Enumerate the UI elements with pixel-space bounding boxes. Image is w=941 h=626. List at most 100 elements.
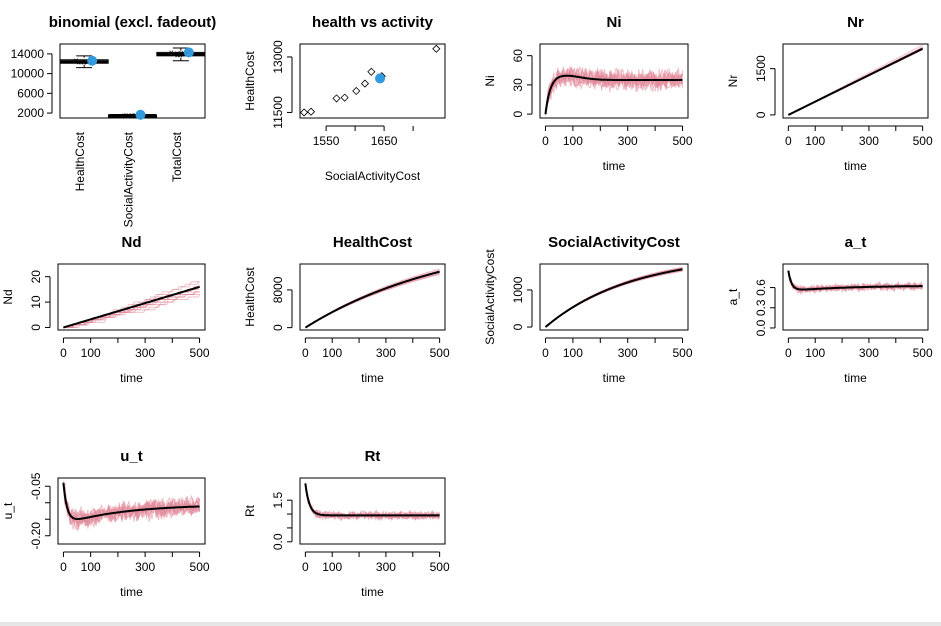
- y-axis: 0 1500: [754, 55, 776, 118]
- simulation-line: [545, 69, 683, 115]
- chart-title-p4: Nr: [847, 14, 864, 31]
- mean-line: [304, 483, 440, 517]
- y-tick-label: 30: [511, 78, 525, 92]
- chart-title-p6: HealthCost: [333, 234, 412, 251]
- mean-line: [787, 270, 923, 291]
- x-axis: 0 100 300 500: [785, 125, 933, 148]
- x-tick-label: 100: [81, 346, 101, 360]
- simulation-line: [545, 269, 683, 328]
- scatter-point: [360, 79, 370, 88]
- y-tick-label: 0: [29, 324, 43, 331]
- x-tick-label: 0: [785, 134, 792, 148]
- scatter-point: [352, 86, 361, 96]
- plot-frame: [57, 263, 206, 331]
- mean-line: [788, 47, 924, 116]
- y-tick-label: 6000: [17, 86, 44, 100]
- x-axis-label: time: [844, 371, 867, 385]
- x-tick-label: 100: [805, 346, 825, 360]
- chart-title-p9: u_t: [120, 448, 143, 465]
- x-tick-label: 100: [81, 560, 101, 574]
- jitter-point: ×: [175, 50, 180, 60]
- scatter-point: [299, 108, 309, 117]
- panel-p2: 1550 1650 11500 13000 SocialActivityCost Heal…: [243, 40, 446, 183]
- y-tick-label: 10000: [11, 67, 45, 81]
- y-tick-label: 0.3: [754, 299, 768, 316]
- y-axis-label: Ni: [483, 75, 497, 86]
- highlight-point: [87, 55, 98, 66]
- x-axis: 0 100 300 500: [785, 337, 933, 360]
- x-axis-label: time: [603, 371, 626, 385]
- simulation-lines: [304, 268, 440, 329]
- jitter-point: ×: [128, 111, 133, 121]
- y-tick-label: 20: [29, 270, 43, 284]
- x-axis-label: time: [361, 585, 384, 599]
- x-tick-label: 500: [913, 134, 933, 148]
- x-tick-label: 500: [430, 346, 450, 360]
- plot-frame: [299, 43, 446, 119]
- plot-frame: [57, 477, 206, 545]
- simulation-line: [545, 267, 683, 328]
- y-axis: -0.20 -0.05: [29, 472, 51, 549]
- y-tick-label: 0: [511, 110, 525, 117]
- simulation-line: [545, 267, 683, 328]
- x-axis: 0 100 300 500: [542, 337, 693, 360]
- box-SocialActivityCost: ××××××××SocialActivityCost: [108, 109, 157, 227]
- simulation-line: [305, 272, 440, 329]
- simulation-line: [545, 270, 683, 328]
- jitter-point: ×: [81, 57, 86, 67]
- simulation-lines: [62, 481, 201, 532]
- highlight-point: [375, 73, 386, 84]
- jitter-point: ×: [72, 56, 77, 66]
- x-tick-label: 0: [302, 560, 309, 574]
- x-tick-label: 0: [542, 346, 549, 360]
- category-label: TotalCost: [170, 131, 184, 182]
- panel-p1: ××××××××HealthCost××××××××SocialActivity…: [11, 43, 206, 227]
- x-tick-label: 500: [190, 346, 210, 360]
- chart-title-p1: binomial (excl. fadeout): [49, 14, 217, 31]
- y-axis: 0.0 0.3 0.6: [754, 279, 776, 336]
- mean-line: [63, 285, 200, 329]
- x-tick-label: 500: [673, 134, 693, 148]
- mean-line: [544, 268, 683, 328]
- y-tick-label: 10: [29, 295, 43, 309]
- y-axis: 0 1000: [511, 276, 533, 330]
- y-axis: 0.0 1.5: [271, 492, 293, 550]
- plot-frame: [539, 43, 689, 119]
- y-axis: 2000 6000 10000 14000: [11, 47, 53, 120]
- x-axis-label: time: [120, 371, 143, 385]
- jitter-point: ×: [129, 110, 134, 120]
- x-axis-label: SocialActivityCost: [325, 169, 421, 183]
- jitter-point: ×: [124, 111, 129, 121]
- chart-title-p3: Ni: [607, 14, 622, 31]
- x-axis-label: time: [120, 585, 143, 599]
- chart-title-p10: Rt: [365, 448, 381, 465]
- x-tick-label: 300: [859, 346, 879, 360]
- x-axis: 0 100 300 500: [302, 551, 450, 574]
- simulation-lines: [304, 482, 441, 522]
- box-TotalCost: ××××××××TotalCost: [156, 47, 206, 182]
- x-tick-label: 100: [563, 134, 583, 148]
- x-tick-label: 300: [135, 346, 155, 360]
- highlight-point: [183, 47, 194, 58]
- simulation-line: [545, 267, 683, 328]
- x-tick-label: 100: [805, 134, 825, 148]
- x-tick-label: 1550: [313, 134, 340, 148]
- y-tick-label: 0: [511, 323, 525, 330]
- simulation-lines: [787, 270, 924, 296]
- simulation-line: [545, 270, 683, 328]
- panel-p9: 0 100 300 500 -0.20 -0.05 time u_t: [1, 472, 210, 599]
- x-axis: 1550 1650: [313, 125, 414, 148]
- x-tick-label: 500: [430, 560, 450, 574]
- jitter-point: ×: [73, 55, 78, 65]
- jitter-point: ×: [175, 49, 180, 59]
- jitter-point: ×: [178, 48, 183, 58]
- jitter-point: ×: [122, 110, 127, 120]
- y-axis-label: u_t: [1, 502, 15, 519]
- x-axis-label: time: [603, 159, 626, 173]
- x-tick-label: 0: [785, 346, 792, 360]
- y-tick-label: 0.6: [754, 279, 768, 296]
- x-axis-label: time: [844, 159, 867, 173]
- x-tick-label: 0: [60, 560, 67, 574]
- y-axis-label: HealthCost: [243, 267, 257, 327]
- simulation-line: [545, 67, 683, 115]
